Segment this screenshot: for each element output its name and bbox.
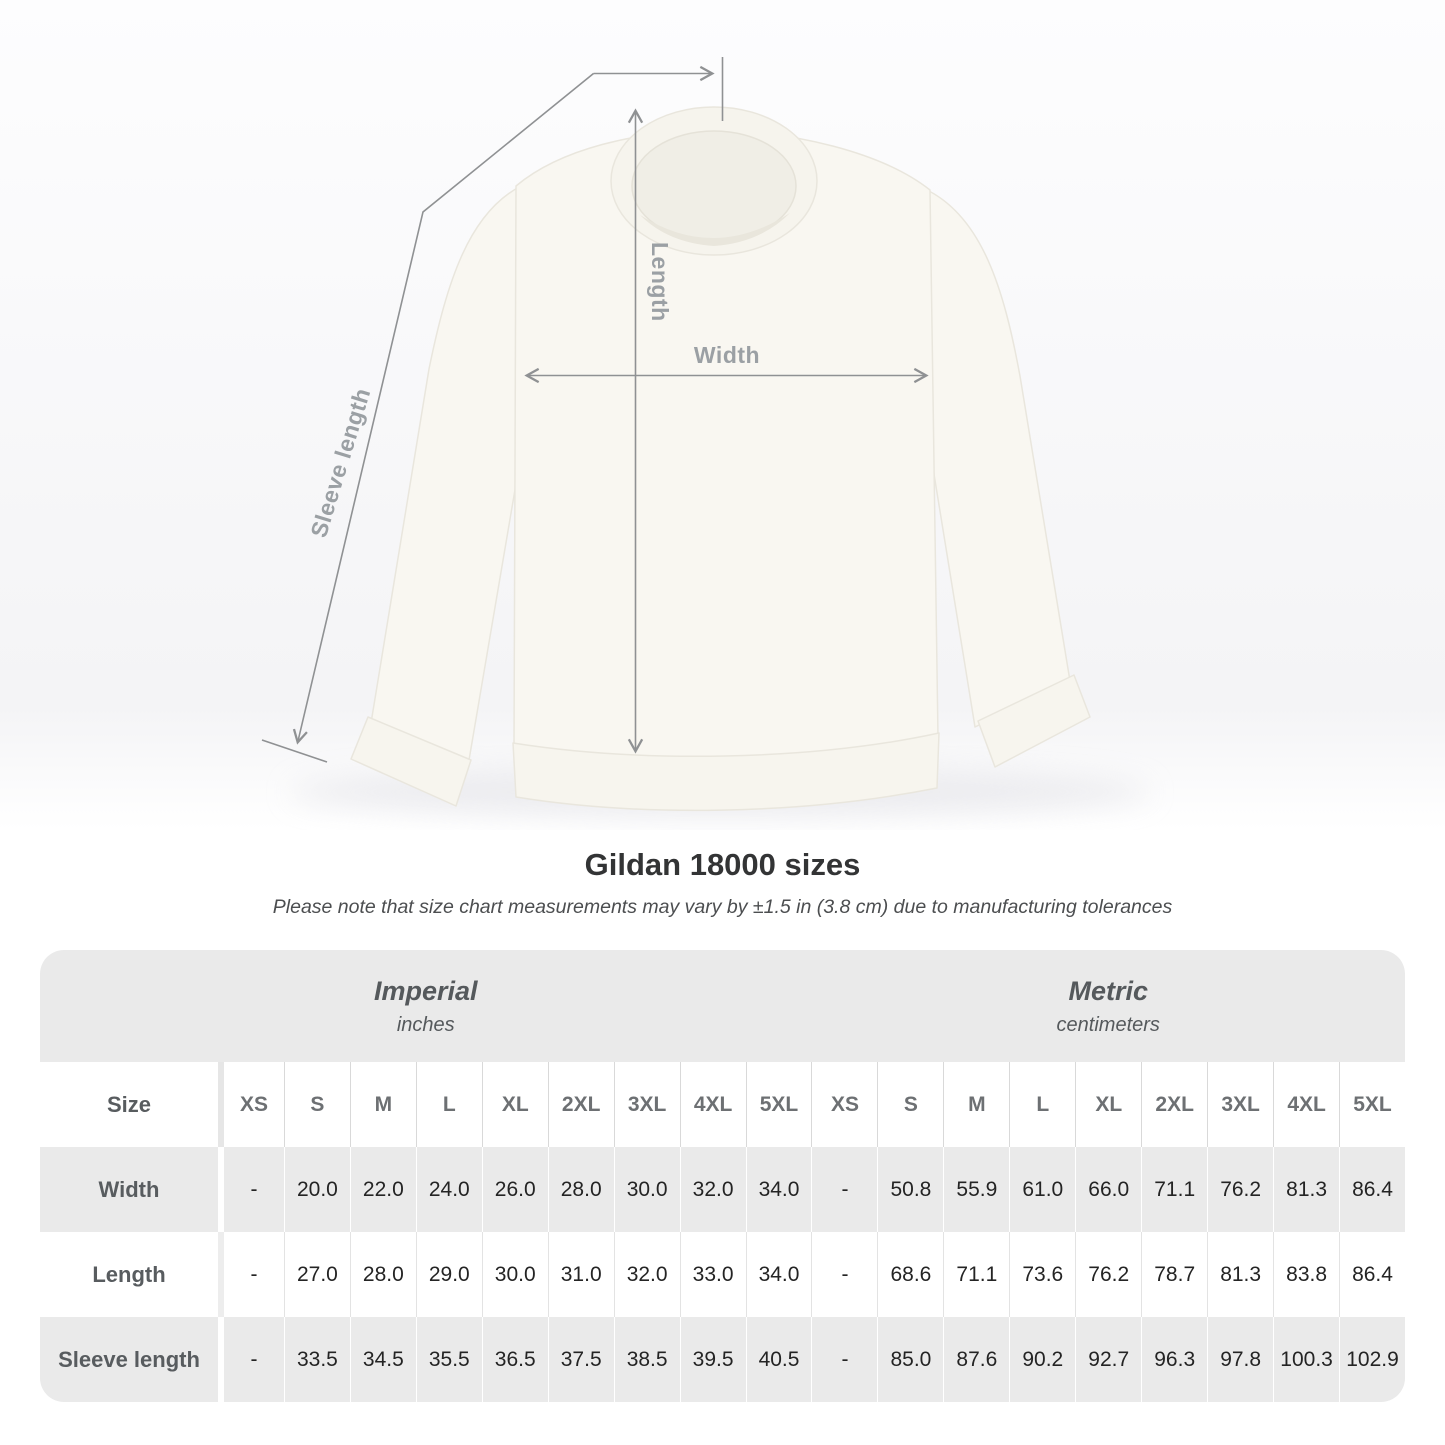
cell-value: 24.0: [415, 1147, 482, 1232]
measurement-lines: [261, 57, 929, 763]
cell-value: 29.0: [415, 1232, 482, 1317]
cell-value: 73.6: [1009, 1232, 1076, 1317]
cell-value: 22.0: [349, 1147, 416, 1232]
size-col-header: 2XL: [547, 1062, 614, 1147]
size-col-header: XL: [481, 1062, 548, 1147]
size-col-header: 2XL: [1141, 1062, 1208, 1147]
imperial-group-header: Imperial inches: [40, 950, 812, 1062]
size-col-header: 3XL: [1207, 1062, 1274, 1147]
sleeve-length-line: [292, 72, 595, 745]
cell-value: 92.7: [1075, 1317, 1142, 1402]
size-col-header: M: [943, 1062, 1010, 1147]
cell-value: 68.6: [877, 1232, 944, 1317]
cell-value: 34.0: [745, 1147, 812, 1232]
cell-value: 71.1: [943, 1232, 1010, 1317]
row-label: Sleeve length: [40, 1317, 218, 1402]
cell-value: 35.5: [415, 1317, 482, 1402]
cell-value: 86.4: [1339, 1147, 1405, 1232]
cell-value: 30.0: [481, 1232, 548, 1317]
cell-value: 78.7: [1141, 1232, 1208, 1317]
cell-value: 76.2: [1075, 1232, 1142, 1317]
cell-value: 71.1: [1141, 1147, 1208, 1232]
size-col-header: S: [877, 1062, 944, 1147]
cell-value: 81.3: [1207, 1232, 1274, 1317]
cell-value: 32.0: [679, 1147, 746, 1232]
garment-diagram: Length Width Sleeve length: [0, 0, 1445, 830]
cell-value: 20.0: [283, 1147, 350, 1232]
imperial-group-name: Imperial: [373, 975, 478, 1006]
cell-value: 36.5: [481, 1317, 548, 1402]
cell-value: 90.2: [1009, 1317, 1076, 1402]
cell-value: 33.5: [283, 1317, 350, 1402]
cell-value: 83.8: [1273, 1232, 1340, 1317]
cell-value: 55.9: [943, 1147, 1010, 1232]
cell-value: -: [218, 1147, 284, 1232]
size-col-header: 4XL: [679, 1062, 746, 1147]
size-col-header: 4XL: [1273, 1062, 1340, 1147]
cell-value: -: [218, 1317, 284, 1402]
cell-value: 37.5: [547, 1317, 614, 1402]
size-col-header: S: [283, 1062, 350, 1147]
row-label: Width: [40, 1147, 218, 1232]
page-subtitle: Please note that size chart measurements…: [272, 896, 1173, 918]
size-col-header: XL: [1075, 1062, 1142, 1147]
size-corner-label: Size: [40, 1062, 218, 1147]
cell-value: 97.8: [1207, 1317, 1274, 1402]
metric-group-name: Metric: [1068, 975, 1148, 1006]
cell-value: -: [811, 1317, 878, 1402]
cell-value: -: [811, 1232, 878, 1317]
cell-value: 34.0: [745, 1232, 812, 1317]
cell-value: 50.8: [877, 1147, 944, 1232]
cell-value: -: [218, 1232, 284, 1317]
cell-value: 33.0: [679, 1232, 746, 1317]
imperial-group-unit: inches: [396, 1013, 455, 1036]
size-table: Imperial inches Metric centimeters Size X…: [40, 950, 1405, 1402]
size-col-header: 3XL: [613, 1062, 680, 1147]
size-col-header: L: [415, 1062, 482, 1147]
cell-value: -: [811, 1147, 878, 1232]
cell-value: 85.0: [877, 1317, 944, 1402]
metric-group-unit: centimeters: [1056, 1013, 1160, 1036]
cell-value: 76.2: [1207, 1147, 1274, 1232]
page-title: Gildan 18000 sizes: [584, 847, 861, 882]
cell-value: 40.5: [745, 1317, 812, 1402]
cell-value: 81.3: [1273, 1147, 1340, 1232]
cell-value: 32.0: [613, 1232, 680, 1317]
cell-value: 31.0: [547, 1232, 614, 1317]
cell-value: 102.9: [1339, 1317, 1405, 1402]
size-col-header: XS: [218, 1062, 284, 1147]
size-col-header: 5XL: [745, 1062, 812, 1147]
metric-group-header: Metric centimeters: [811, 950, 1405, 1062]
cell-value: 26.0: [481, 1147, 548, 1232]
cell-value: 100.3: [1273, 1317, 1340, 1402]
size-col-header: 5XL: [1339, 1062, 1405, 1147]
cell-value: 34.5: [349, 1317, 416, 1402]
size-col-header: M: [349, 1062, 416, 1147]
size-col-header: L: [1009, 1062, 1076, 1147]
cell-value: 28.0: [349, 1232, 416, 1317]
cell-value: 38.5: [613, 1317, 680, 1402]
cuff-end-tick: [261, 739, 328, 763]
cell-value: 61.0: [1009, 1147, 1076, 1232]
cell-value: 96.3: [1141, 1317, 1208, 1402]
cell-value: 28.0: [547, 1147, 614, 1232]
size-col-header: XS: [811, 1062, 878, 1147]
cell-value: 86.4: [1339, 1232, 1405, 1317]
cell-value: 66.0: [1075, 1147, 1142, 1232]
cell-value: 27.0: [283, 1232, 350, 1317]
cell-value: 87.6: [943, 1317, 1010, 1402]
cell-value: 30.0: [613, 1147, 680, 1232]
width-label: Width: [694, 342, 760, 368]
length-label: Length: [647, 242, 673, 322]
sweatshirt-image: [350, 106, 1091, 812]
row-label: Length: [40, 1232, 218, 1317]
cell-value: 39.5: [679, 1317, 746, 1402]
